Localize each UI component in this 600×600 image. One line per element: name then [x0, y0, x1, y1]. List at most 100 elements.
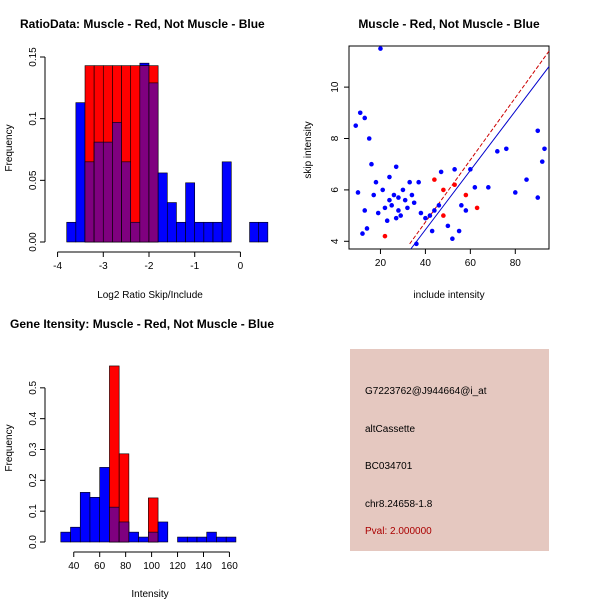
ratio-overlap-bar: [102, 141, 113, 243]
ratio-y-tick-label: 0.00: [28, 232, 39, 252]
intensity-blue-bar: [196, 536, 208, 543]
not-muscle-point: [407, 179, 412, 185]
intensity-histogram-axes: 40 60 80 100 120 140 160 0.0 0.1 0.2 0.3 0.4 0.5: [28, 380, 238, 572]
intensity-blue-bar: [225, 536, 237, 543]
ratio-blue-bar: [203, 221, 214, 243]
not-muscle-point: [432, 208, 437, 213]
intensity-x-tick-label: 100: [143, 561, 160, 572]
intensity-overlap-bar: [148, 531, 159, 543]
intensity-x-label: Intensity: [131, 589, 168, 600]
scatter-fit-lines: [409, 50, 550, 250]
not-muscle-point: [414, 241, 419, 247]
intensity-overlap-bar: [118, 521, 130, 543]
not-muscle-fit-line: [410, 66, 550, 250]
not-muscle-point: [375, 210, 381, 216]
not-muscle-point: [396, 208, 401, 213]
intensity-y-tick-label: 0.5: [28, 380, 39, 394]
intensity-chart-title: Gene Itensity: Muscle - Red, Not Muscle …: [10, 317, 274, 331]
not-muscle-point: [416, 179, 421, 185]
not-muscle-point: [355, 190, 361, 195]
not-muscle-point: [452, 167, 457, 172]
ratio-red-bar: [130, 65, 141, 243]
not-muscle-point: [378, 46, 383, 51]
ratio-blue-bar: [157, 172, 168, 243]
scatter-x-tick-label: 40: [420, 258, 432, 269]
scatter-x-tick-label: 80: [510, 258, 522, 269]
muscle-point: [474, 205, 480, 211]
ratio-blue-bar: [166, 202, 177, 243]
not-muscle-point: [423, 215, 428, 221]
scatter-points: [353, 46, 547, 247]
ratio-x-tick-label: -4: [53, 261, 62, 272]
pval-text: Pval: 2.000000: [365, 526, 432, 537]
intensity-y-tick-label: 0.2: [28, 473, 39, 487]
not-muscle-point: [369, 161, 374, 167]
not-muscle-point: [427, 213, 433, 218]
scatter-plot-frame: [348, 45, 550, 250]
ratio-blue-bar: [66, 221, 77, 243]
ratio-x-label: Log2 Ratio Skip/Include: [97, 290, 203, 301]
ratio-blue-bar: [176, 221, 186, 243]
not-muscle-point: [353, 123, 359, 128]
intensity-x-tick-label: 160: [221, 561, 238, 572]
not-muscle-point: [429, 228, 435, 234]
intensity-x-tick-label: 140: [195, 561, 212, 572]
intensity-blue-bar: [70, 526, 81, 543]
scatter-y-tick-label: 10: [330, 81, 341, 93]
not-muscle-point: [512, 190, 518, 195]
not-muscle-point: [468, 167, 473, 172]
muscle-point: [441, 213, 446, 218]
not-muscle-point: [445, 223, 451, 229]
intensity-x-tick-label: 40: [68, 561, 80, 572]
probe-info-panel: G7223762@J944664@i_at altCassette BC0347…: [350, 349, 549, 551]
intensity-blue-bar: [89, 496, 101, 543]
ratio-blue-bar: [185, 182, 196, 243]
intensity-y-tick-label: 0.0: [28, 535, 39, 549]
intensity-blue-bar: [60, 531, 71, 543]
not-muscle-point: [405, 205, 410, 211]
ratio-x-tick-label: 0: [238, 261, 244, 272]
scatter-x-tick-label: 60: [465, 258, 477, 269]
not-muscle-point: [362, 115, 368, 121]
scatter-x-tick-label: 20: [375, 258, 387, 269]
intensity-blue-bar: [177, 536, 188, 543]
not-muscle-point: [364, 226, 370, 231]
not-muscle-point: [393, 164, 399, 170]
ratio-histogram-axes: -4 -3 -2 -1 0 0.00 0.05 0.1 0.15: [28, 47, 244, 272]
muscle-point: [382, 233, 388, 239]
scatter-axes: 20 40 60 80 4 6 8 10: [330, 81, 521, 269]
muscle-point: [432, 177, 437, 182]
ratio-blue-bar: [212, 221, 223, 243]
scatter-y-tick-label: 4: [330, 238, 341, 244]
intensity-blue-bar: [128, 531, 139, 543]
not-muscle-point: [472, 185, 478, 190]
intensity-blue-bar: [206, 531, 217, 543]
ratio-blue-bar: [221, 161, 232, 243]
intensity-y-tick-label: 0.4: [28, 411, 39, 425]
ratio-overlap-bar: [112, 122, 122, 243]
not-muscle-point: [391, 192, 397, 198]
not-muscle-point: [418, 210, 424, 216]
intensity-y-tick-label: 0.1: [28, 504, 39, 518]
ratio-overlap-bar: [130, 221, 141, 243]
not-muscle-point: [357, 110, 363, 116]
not-muscle-point: [384, 218, 390, 224]
ratio-x-tick-label: -2: [145, 261, 154, 272]
ratio-overlap-bar: [139, 65, 150, 243]
not-muscle-point: [463, 208, 469, 213]
not-muscle-point: [366, 136, 372, 141]
not-muscle-point: [436, 203, 442, 208]
not-muscle-point: [409, 192, 415, 198]
not-muscle-point: [380, 187, 386, 193]
ratio-blue-bar: [249, 221, 260, 243]
not-muscle-point: [373, 179, 379, 185]
not-muscle-point: [504, 146, 509, 152]
intensity-blue-bar: [79, 492, 91, 543]
event-type: altCassette: [365, 424, 416, 435]
not-muscle-point: [535, 195, 541, 200]
not-muscle-point: [486, 185, 491, 190]
not-muscle-point: [402, 197, 408, 203]
not-muscle-point: [459, 203, 464, 208]
ratio-y-tick-label: 0.15: [28, 47, 39, 67]
